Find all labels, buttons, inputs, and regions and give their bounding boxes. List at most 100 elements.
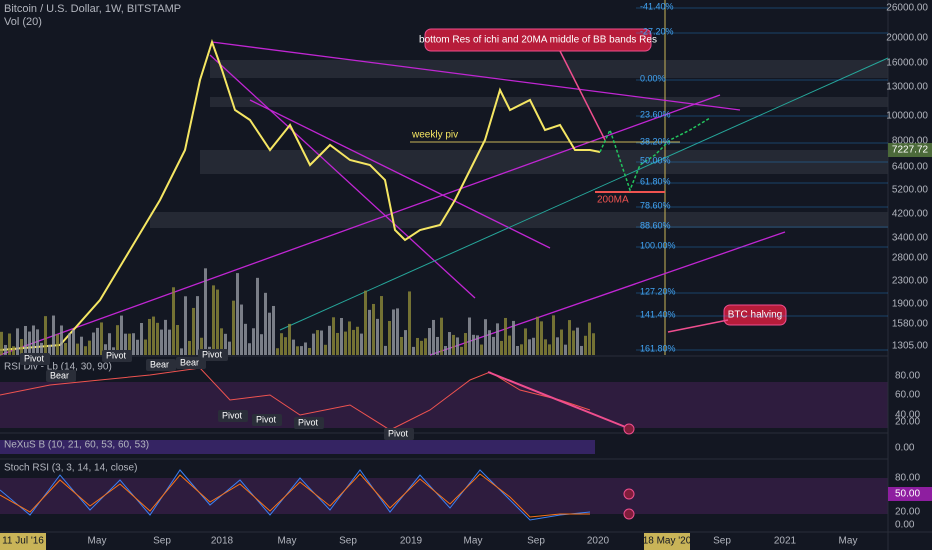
time-tick-label: Sep <box>527 536 545 547</box>
fib-label: 100.00% <box>640 240 676 250</box>
volume-bar <box>552 315 555 355</box>
volume-bar <box>568 320 571 355</box>
level-badge <box>888 487 932 501</box>
volume-bar <box>152 316 155 355</box>
zone <box>200 150 888 174</box>
volume-bar <box>536 316 539 355</box>
halving-label: BTC halving <box>728 310 782 321</box>
volume-bar <box>236 273 239 355</box>
zone <box>210 97 888 107</box>
volume-bar <box>8 333 11 355</box>
fib-label: 61.80% <box>640 176 671 186</box>
volume-bar <box>36 329 39 355</box>
volume-bar <box>108 333 111 355</box>
divergence <box>487 371 629 429</box>
volume-bar <box>200 337 203 355</box>
rsi-tag: Bear <box>150 359 169 369</box>
volume-bar <box>224 333 227 355</box>
volume-bar <box>32 325 35 355</box>
volume-bar <box>496 323 499 355</box>
volume-bar <box>296 346 299 355</box>
volume-bar <box>416 337 419 355</box>
rsi-tag-box <box>252 414 282 426</box>
volume-bar <box>360 333 363 355</box>
volume-bar <box>352 329 355 355</box>
volume-bar <box>4 344 7 355</box>
time-tick-label: 18 May '20 <box>643 536 692 547</box>
fib-label: 141.40% <box>640 309 676 319</box>
volume-bar <box>556 337 559 355</box>
callout-box <box>424 28 652 52</box>
callout-box <box>723 304 787 326</box>
volume-bar <box>392 309 395 355</box>
volume-bar <box>584 335 587 355</box>
fib-label: 88.60% <box>640 220 671 230</box>
rsi-tag: Pivot <box>298 417 319 427</box>
time-tick-label: Sep <box>713 536 731 547</box>
rsi-line <box>0 367 591 431</box>
volume-bar <box>56 334 59 355</box>
volume-bar <box>252 328 255 355</box>
volume-bar <box>120 315 123 355</box>
volume-bar <box>88 340 91 355</box>
price-tick-label: 1305.00 <box>892 341 929 352</box>
volume-bar <box>492 336 495 355</box>
volume-bar <box>320 330 323 355</box>
volume-bar <box>140 322 143 355</box>
trend-line <box>211 41 741 111</box>
volume-bar <box>228 341 231 355</box>
fib-label: -41.40% <box>640 1 674 11</box>
volume-bar <box>72 329 75 355</box>
volume-bar <box>76 343 79 355</box>
stoch-band <box>0 478 888 514</box>
volume-bar <box>124 333 127 355</box>
volume-bar <box>68 333 71 355</box>
current-price: 7227.72 <box>892 145 929 156</box>
volume-bar <box>304 342 307 355</box>
rsi-tag-box <box>218 410 248 422</box>
volume-bar <box>284 337 287 355</box>
volume-bar <box>460 346 463 355</box>
pivot-label: weekly piv <box>411 130 458 141</box>
volume-bar <box>348 321 351 355</box>
volume-bar <box>544 339 547 355</box>
volume-bar <box>288 323 291 355</box>
volume-bar <box>480 344 483 355</box>
volume-bar <box>128 333 131 355</box>
volume-bar <box>144 339 147 355</box>
fib-label: 127.20% <box>640 286 676 296</box>
volume-bar <box>16 328 19 355</box>
volume-bar <box>368 309 371 355</box>
trend-line <box>279 57 889 331</box>
volume-bar <box>168 329 171 355</box>
volume-bar <box>504 317 507 355</box>
volume-bar <box>244 323 247 355</box>
volume-bar <box>104 344 107 355</box>
time-tick-label: 2019 <box>400 536 423 547</box>
volume-bar <box>524 328 527 355</box>
volume-bar <box>220 328 223 355</box>
volume-bar <box>484 319 487 355</box>
volume-bar <box>432 319 435 355</box>
rsi-tag: Pivot <box>256 414 277 424</box>
callout-arrow <box>559 50 606 141</box>
marker <box>623 423 635 435</box>
time-tick-label: 2020 <box>587 536 610 547</box>
volume-bar <box>156 322 159 355</box>
volume-bar <box>580 345 583 355</box>
volume-bar <box>384 345 387 355</box>
rsi-tag: Bear <box>50 370 69 380</box>
volume-bar <box>476 335 479 355</box>
nexus-bars <box>0 440 595 454</box>
volume-bar <box>372 303 375 355</box>
price-path <box>0 38 601 351</box>
volume-bar <box>52 315 55 355</box>
volume-bar <box>40 342 43 355</box>
volume-bar <box>588 322 591 355</box>
volume-bar <box>332 317 335 355</box>
time-tick-label: 2021 <box>774 536 797 547</box>
price-tick-label: 10000.00 <box>886 111 928 122</box>
volume-bar <box>276 348 279 355</box>
